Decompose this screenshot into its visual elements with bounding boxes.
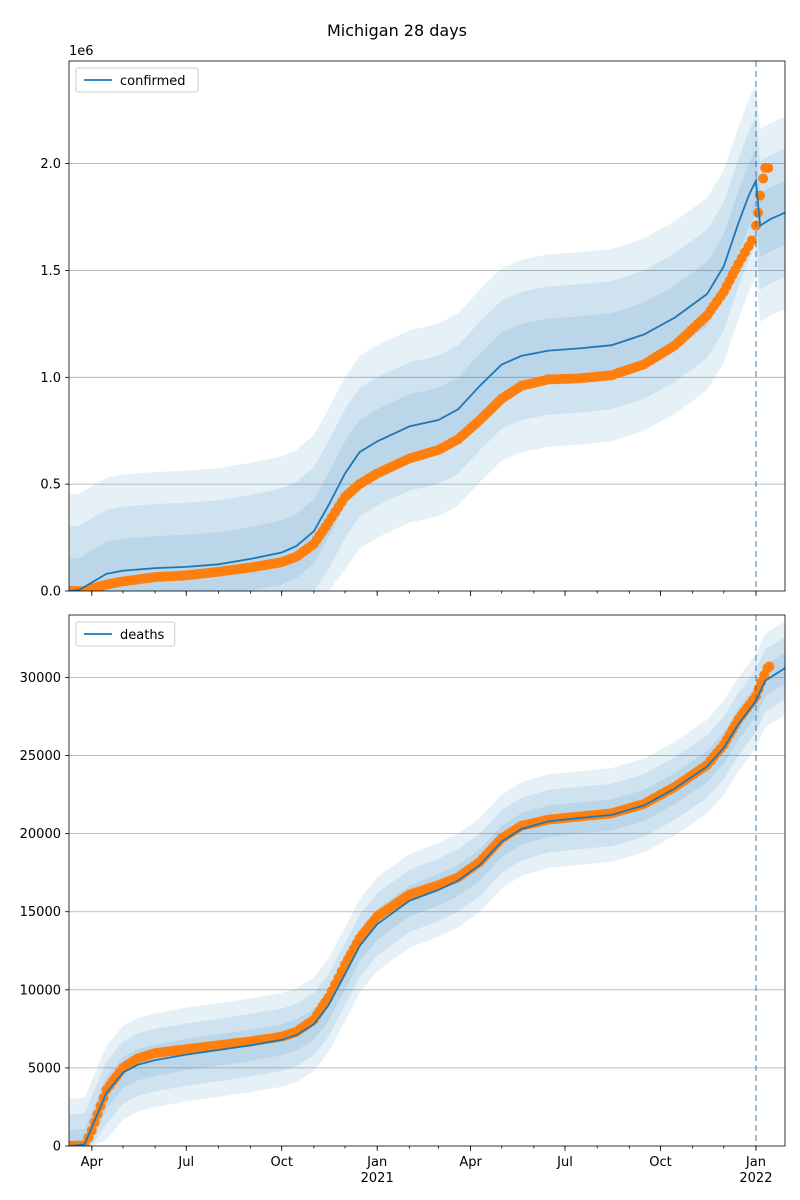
y-tick-label: 20000: [20, 827, 61, 842]
y-tick-label: 5000: [28, 1061, 61, 1076]
x-tick-label: Jul: [556, 1155, 573, 1170]
legend-box: [75, 67, 199, 93]
figure-title: Michigan 28 days: [327, 21, 467, 40]
uncertainty-band: [69, 652, 785, 1146]
axes-frame: [68, 614, 786, 1147]
y-tick-label: 15000: [20, 905, 61, 920]
observed-point: [746, 235, 757, 246]
observed-point: [758, 173, 769, 184]
legend-label: deaths: [120, 628, 165, 643]
y-multiplier-label: 1e6: [69, 44, 94, 59]
x-tick-label: Jan: [366, 1155, 387, 1170]
y-tick-label: 2.0: [40, 157, 61, 172]
uncertainty-band: [69, 84, 785, 591]
x-tick-label: Apr: [81, 1155, 104, 1170]
x-tick-label: Oct: [649, 1155, 671, 1170]
x-tick-label: Jan: [745, 1155, 766, 1170]
x-tick-label: Apr: [459, 1155, 482, 1170]
y-tick-label: 10000: [20, 983, 61, 998]
observed-point: [764, 661, 775, 672]
legend: deaths: [75, 621, 176, 647]
x-tick-year-label: 2021: [361, 1171, 394, 1186]
x-tick-label: Oct: [270, 1155, 292, 1170]
legend: confirmed: [75, 67, 199, 93]
legend-label: confirmed: [120, 74, 186, 89]
axes-frame: [68, 60, 786, 592]
y-tick-label: 0.5: [40, 478, 61, 493]
deaths-model-line: [69, 667, 785, 1146]
x-tick-label: Jul: [177, 1155, 194, 1170]
deaths-panel: 0 5000 10000 15000 20000 25000 30000 Apr Jul Oct J…: [20, 614, 786, 1186]
observed-point: [763, 162, 774, 173]
x-tick-year-label: 2022: [739, 1171, 772, 1186]
y-tick-label: 1.5: [40, 264, 61, 279]
confirmed-panel: 0.0 0.5 1.0 1.5 2.0 1e6 confirmed: [40, 44, 786, 600]
legend-box: [75, 621, 176, 647]
y-tick-label: 25000: [20, 749, 61, 764]
uncertainty-band: [69, 148, 785, 591]
uncertainty-band: [69, 116, 785, 591]
y-tick-label: 0.0: [40, 585, 61, 600]
confirmed-model-line: [69, 177, 785, 591]
y-tick-label: 0: [53, 1140, 61, 1155]
y-tick-label: 30000: [20, 671, 61, 686]
y-tick-label: 1.0: [40, 371, 61, 386]
